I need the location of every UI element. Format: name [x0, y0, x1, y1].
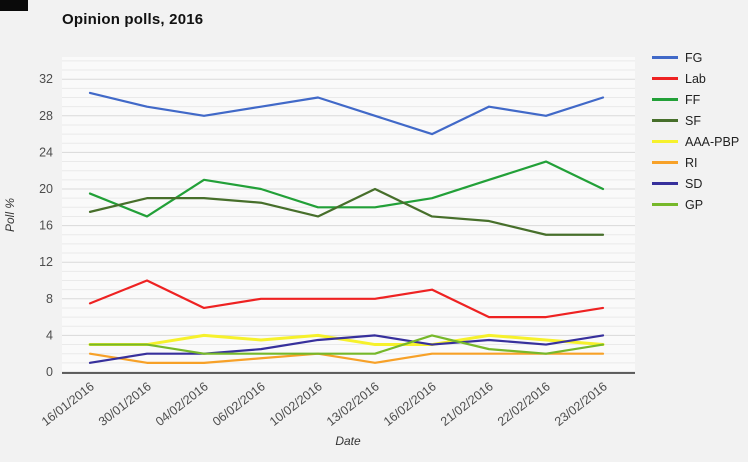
y-axis-label: Poll %	[3, 198, 17, 233]
legend-swatch-icon	[652, 56, 678, 59]
legend-label: AAA-PBP	[685, 134, 740, 149]
series-line-aaa-pbp	[88, 333, 605, 347]
y-tick-label: 4	[46, 328, 53, 342]
legend-item-lab: Lab	[652, 68, 739, 89]
legend: FG Lab FF SF AAA-PBP RI SD GP	[652, 47, 739, 215]
x-tick-label: 04/02/2016	[153, 379, 211, 429]
legend-item-fg: FG	[652, 47, 739, 68]
legend-label: Lab	[685, 71, 706, 86]
series-line-gp	[88, 334, 605, 355]
chart-title: Opinion polls, 2016	[62, 11, 204, 28]
series-line-sd	[88, 334, 605, 364]
series-line-fg	[88, 91, 605, 136]
y-tick-label: 20	[39, 182, 53, 196]
legend-swatch-icon	[652, 119, 678, 122]
legend-swatch-icon	[652, 140, 678, 143]
y-tick-label: 32	[39, 72, 53, 86]
x-tick-label: 16/02/2016	[381, 379, 439, 429]
y-tick-label: 24	[39, 145, 53, 159]
legend-item-sd: SD	[652, 173, 739, 194]
y-tick-label: 16	[39, 219, 53, 233]
series-line-sf	[88, 187, 605, 236]
legend-swatch-icon	[652, 161, 678, 164]
x-tick-label: 06/02/2016	[210, 379, 268, 429]
legend-label: FF	[685, 92, 701, 107]
legend-swatch-icon	[652, 182, 678, 185]
y-tick-label: 28	[39, 109, 53, 123]
x-axis-label: Date	[335, 434, 361, 448]
legend-swatch-icon	[652, 77, 678, 80]
plot-background	[62, 57, 635, 373]
series-line-ri	[88, 352, 605, 364]
x-tick-label: 21/02/2016	[438, 379, 496, 429]
legend-swatch-icon	[652, 98, 678, 101]
y-tick-label: 12	[39, 255, 53, 269]
legend-label: FG	[685, 50, 703, 65]
legend-item-aaa-pbp: AAA-PBP	[652, 131, 739, 152]
x-tick-label: 10/02/2016	[267, 379, 325, 429]
legend-item-sf: SF	[652, 110, 739, 131]
x-tick-label: 30/01/2016	[96, 379, 154, 429]
x-tick-label: 16/01/2016	[39, 379, 97, 429]
y-tick-label: 0	[46, 365, 53, 379]
legend-item-ff: FF	[652, 89, 739, 110]
legend-swatch-icon	[652, 203, 678, 206]
legend-item-gp: GP	[652, 194, 739, 215]
legend-label: SD	[685, 176, 703, 191]
x-tick-label: 22/02/2016	[495, 379, 553, 429]
y-tick-label: 8	[46, 292, 53, 306]
x-tick-label: 23/02/2016	[552, 379, 610, 429]
x-tick-label: 13/02/2016	[324, 379, 382, 429]
legend-label: GP	[685, 197, 704, 212]
series-line-lab	[88, 279, 605, 319]
black-corner-box	[0, 0, 28, 11]
legend-item-ri: RI	[652, 152, 739, 173]
legend-label: SF	[685, 113, 701, 128]
legend-label: RI	[685, 155, 698, 170]
